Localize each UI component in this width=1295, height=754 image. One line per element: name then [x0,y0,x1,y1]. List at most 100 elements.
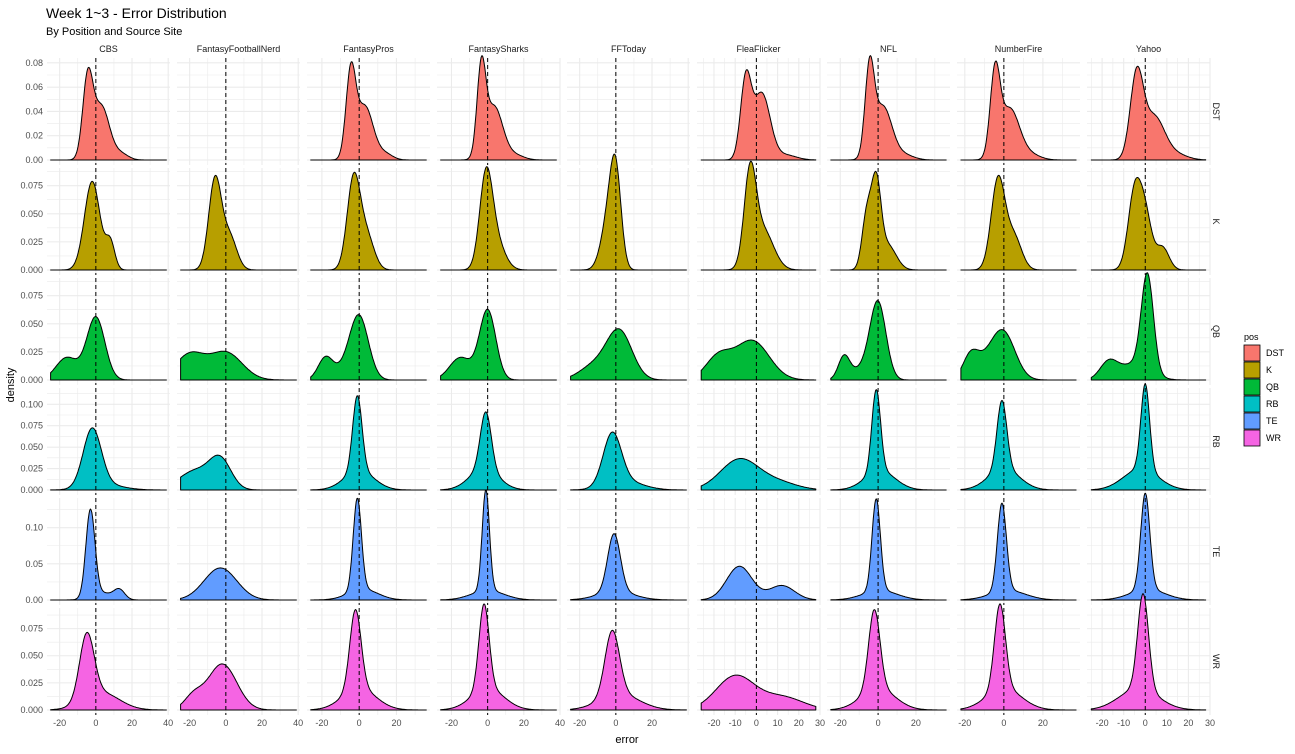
panel-K-FleaFlicker [697,160,821,275]
strip-label-row: QB [1211,325,1221,338]
density-area-TE-NFL [830,498,947,601]
panel-QB-FFToday [567,278,690,385]
panel-TE-CBS [47,498,170,605]
panel-DST-Yahoo [1087,58,1211,165]
density-area-QB-NFL [830,300,947,381]
y-tick-label: 0.025 [20,347,43,357]
density-area-K-FantasySharks [440,166,557,271]
y-tick-label: 0.000 [20,375,43,385]
density-area-K-FantasyFootballNerd [180,174,297,271]
legend-swatch [1243,344,1261,362]
strip-label-column: CBS [99,44,118,54]
panel-TE-FFToday [567,498,690,605]
density-area-K-Yahoo [1090,177,1207,271]
x-tick-label: 10 [1162,718,1172,728]
panel-DST-NumberFire [957,58,1080,165]
panel-WR-CBS [47,608,170,715]
strip-label-column: FFToday [611,44,647,54]
panel-RB-CBS [47,388,170,495]
density-area-K-NumberFire [960,174,1077,271]
density-area-DST-NumberFire [960,60,1077,161]
x-tick-label: 20 [1183,718,1193,728]
panel-QB-NumberFire [957,278,1080,385]
density-area-DST-NFL [830,55,947,161]
x-tick-label: 0 [754,718,759,728]
density-area-RB-FleaFlicker [700,458,817,491]
panel-K-FantasyFootballNerd [177,168,300,275]
y-axis-label: density [5,367,17,402]
panel-QB-CBS [47,278,170,385]
density-area-DST-FleaFlicker [700,69,817,161]
panel-WR-FantasySharks [437,603,561,715]
density-area-WR-FFToday [570,629,687,711]
panel-DST-CBS [47,58,170,165]
density-area-DST-CBS [50,66,167,161]
strip-label-row: TE [1211,546,1221,558]
y-tick-label: 0.075 [20,291,43,301]
x-tick-label: 0 [1001,718,1006,728]
density-area-WR-Yahoo [1090,593,1207,711]
strip-label-column: Yahoo [1136,44,1161,54]
x-tick-label: 20 [391,718,401,728]
y-tick-label: 0.00 [25,155,43,165]
density-area-QB-CBS [50,316,167,381]
density-area-WR-FantasyFootballNerd [180,663,297,711]
x-tick-label: -20 [834,718,847,728]
density-area-K-NFL [830,170,947,271]
panel-QB-Yahoo [1087,272,1211,385]
panel-TE-NFL [827,498,950,605]
density-area-TE-Yahoo [1090,492,1207,601]
panel-QB-NFL [827,278,950,385]
density-area-QB-FantasySharks [440,308,557,381]
x-tick-label: 0 [613,718,618,728]
x-tick-label: 0 [485,718,490,728]
x-axis-label: error [615,734,639,746]
y-tick-label: 0.05 [25,559,43,569]
strip-label-row: DST [1211,103,1221,122]
panel-WR-FantasyPros [307,608,430,715]
density-area-QB-FFToday [570,328,687,381]
x-tick-label: 0 [1143,718,1148,728]
y-tick-label: 0.000 [20,485,43,495]
panel-RB-FantasySharks [437,388,561,495]
y-tick-label: 0.050 [20,651,43,661]
density-area-RB-CBS [50,427,167,491]
density-area-DST-FantasyPros [310,61,427,161]
facet-panels: CBS FantasyFootballNerd FantasyPros Fantasy… [20,44,1221,728]
panel-K-Yahoo [1087,168,1211,275]
density-area-RB-NumberFire [960,399,1077,491]
y-tick-label: 0.08 [25,58,43,68]
legend-title: pos [1244,332,1259,342]
panel-DST-NFL [827,55,950,165]
x-tick-label: -20 [707,718,720,728]
density-area-QB-NumberFire [960,329,1077,381]
density-area-RB-FantasySharks [440,411,557,491]
panel-RB-FleaFlicker [697,388,821,495]
x-tick-label: -20 [1096,718,1109,728]
density-area-K-CBS [50,180,167,271]
panel-K-NumberFire [957,168,1080,275]
panel-K-FFToday [567,153,690,275]
y-tick-label: 0.050 [20,319,43,329]
density-area-TE-CBS [50,508,167,601]
density-area-WR-FantasyPros [310,609,427,711]
panel-QB-FantasyPros [307,278,430,385]
panel-TE-FantasyPros [307,497,430,605]
panel-K-FantasySharks [437,166,561,275]
density-area-K-FFToday [570,153,687,271]
density-area-RB-NFL [830,389,947,491]
x-tick-label: 20 [519,718,529,728]
x-tick-label: -20 [183,718,196,728]
y-tick-label: 0.00 [25,595,43,605]
panel-RB-NFL [827,388,950,495]
density-area-RB-FFToday [570,431,687,491]
x-tick-label: -20 [445,718,458,728]
x-tick-label: 40 [555,718,565,728]
panel-QB-FantasyFootballNerd [177,278,300,385]
x-tick-label: -20 [53,718,66,728]
density-area-RB-FantasyPros [310,395,427,491]
chart-subtitle: By Position and Source Site [46,26,182,38]
y-tick-label: 0.06 [25,82,43,92]
density-area-RB-FantasyFootballNerd [180,454,297,491]
